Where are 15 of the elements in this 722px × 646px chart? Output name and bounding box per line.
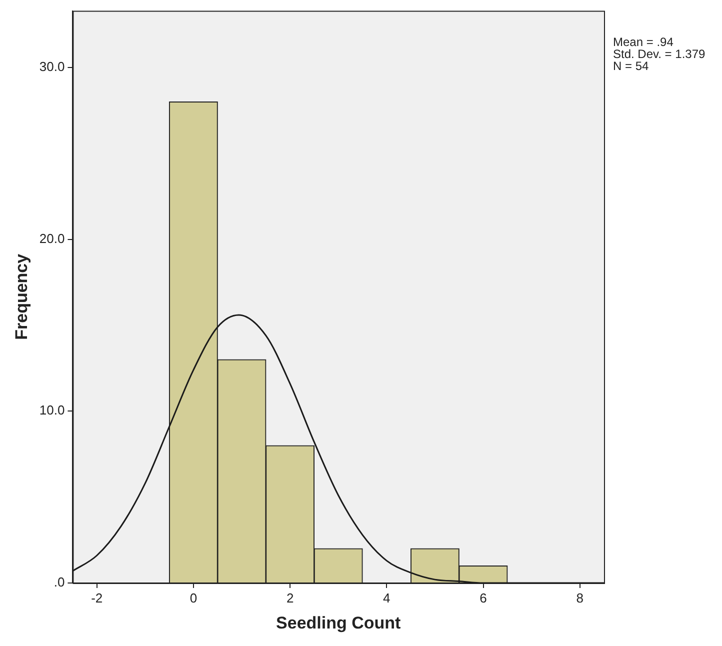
x-tick-label: 0 xyxy=(190,590,198,606)
text: Std. Dev. = 1.379 xyxy=(613,47,706,62)
x-tick-label: -2 xyxy=(91,590,103,606)
text: N = 54 xyxy=(613,59,650,74)
x-axis-title: Seedling Count xyxy=(276,613,402,632)
y-tick-label: 30.0 xyxy=(39,59,65,74)
x-tick-label: 4 xyxy=(383,590,390,606)
x-tick-label: 6 xyxy=(480,590,487,606)
text: Mean = .94 xyxy=(613,35,674,50)
y-tick-label: .0 xyxy=(54,574,65,590)
y-tick-label: 20.0 xyxy=(39,230,65,246)
x-tick-label: 8 xyxy=(576,590,584,606)
x-tick-label: 2 xyxy=(286,590,294,606)
y-tick-label: 10.0 xyxy=(39,402,65,418)
y-axis-title: Frequency xyxy=(12,253,31,340)
